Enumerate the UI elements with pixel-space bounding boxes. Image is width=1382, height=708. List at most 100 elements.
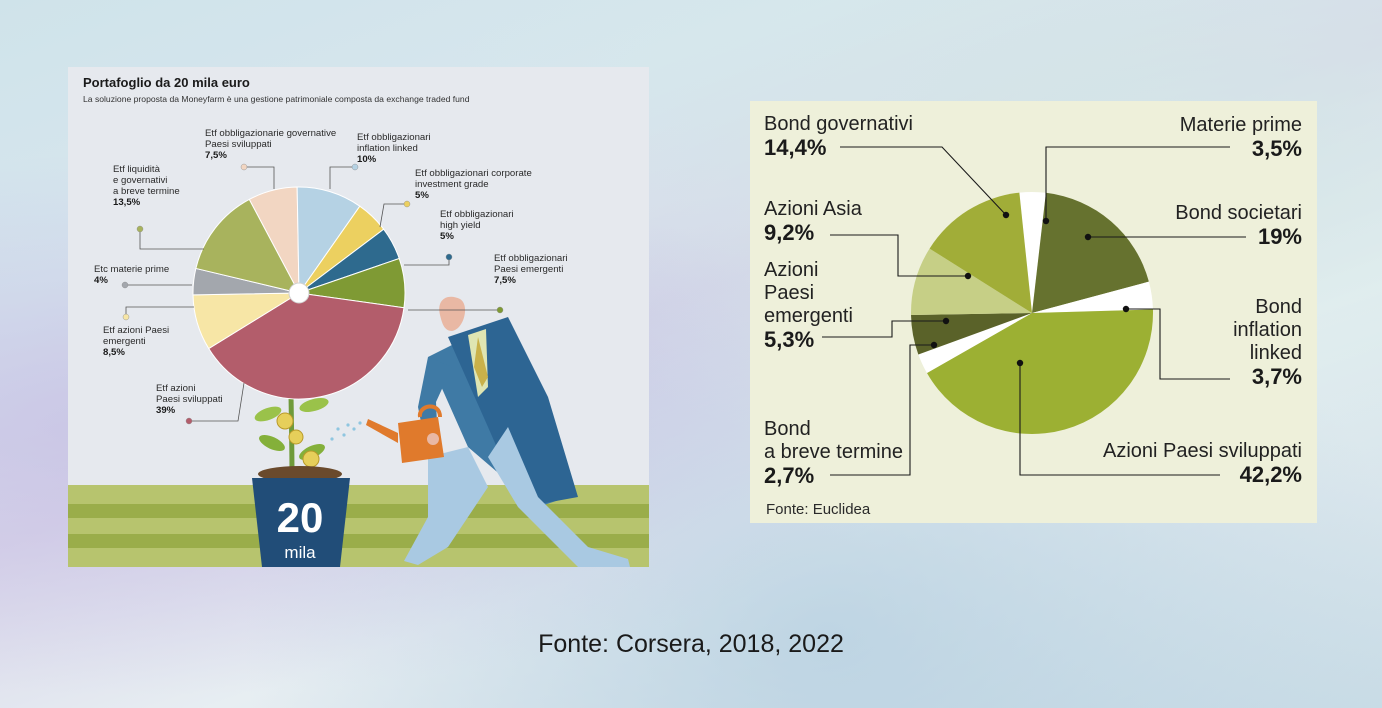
slice-value: 3,5% [1252, 136, 1302, 161]
plant-leaf [254, 406, 282, 422]
plant-leaf [299, 398, 329, 412]
pie-slice [911, 313, 1032, 355]
slice-value: 14,4% [764, 135, 826, 160]
source-note: Fonte: Euclidea [766, 501, 871, 518]
leader-line [379, 203, 407, 228]
slice-label: Etf obbligazionari [357, 132, 431, 143]
slice-label: investment grade [415, 179, 489, 190]
slice-value: 9,2% [764, 220, 814, 245]
pie-slice [1019, 191, 1046, 313]
leader-line [830, 234, 968, 277]
moneyfarm-portfolio-infographic: 20 mila Etf obbligazionarie governative P… [68, 67, 649, 567]
left-chart-svg: 20 mila Etf obbligazionarie governativeP… [68, 75, 649, 567]
leader-line [1126, 308, 1230, 380]
slice-value: 5,3% [764, 327, 814, 352]
slice-value: 42,2% [1240, 462, 1302, 487]
leader-line [822, 320, 946, 338]
slice-label: Bond [764, 418, 811, 440]
slice-value: 7,5% [494, 275, 516, 286]
gardener-illustration [330, 296, 630, 567]
leader-dot [930, 341, 938, 349]
slice-label: emergenti [764, 305, 853, 327]
slice-label: Etf liquidità [113, 164, 161, 175]
right-pie [911, 191, 1154, 435]
slice-label: Azioni [764, 259, 818, 281]
leader-line [830, 344, 934, 476]
slice-value: 19% [1258, 224, 1302, 249]
slice-label: Paesi sviluppati [205, 139, 272, 150]
ground-stripe [68, 504, 649, 518]
slice-label: Etf azioni [156, 383, 195, 394]
leader-dot [445, 253, 453, 261]
plant-leaf [259, 434, 285, 452]
leader-line [1045, 146, 1230, 221]
slice-value: 39% [156, 405, 176, 416]
pie-slice [918, 313, 1032, 374]
slice-value: 3,7% [1252, 364, 1302, 389]
slice-value: 5% [415, 190, 429, 201]
slice-label: Paesi sviluppati [156, 394, 223, 405]
pie-slice [929, 192, 1032, 313]
leader-dot [240, 163, 248, 171]
leader-dot [403, 200, 411, 208]
leader-line [139, 229, 204, 250]
slice-label: Materie prime [1180, 114, 1302, 136]
leader-dot [122, 313, 130, 321]
slice-label: Etf obbligazionarie governative [205, 128, 336, 139]
pie-slice [911, 248, 1032, 316]
slice-value: 7,5% [205, 150, 227, 161]
pie-slice [1032, 192, 1149, 313]
slice-label: Azioni Paesi sviluppati [1103, 440, 1302, 462]
slice-value: 13,5% [113, 197, 141, 208]
slice-label: Bond [1255, 296, 1302, 318]
slice-label: Etc materie prime [94, 264, 169, 275]
coin-icon [276, 412, 294, 430]
pie-slice [195, 198, 300, 294]
leader-line [244, 166, 275, 189]
slice-label: Bond governativi [764, 113, 913, 135]
pot-amount: 20 [277, 494, 324, 541]
leader-line [1019, 363, 1220, 476]
pie-slice [1032, 281, 1153, 313]
pie-slice [926, 309, 1154, 435]
slice-value: 2,7% [764, 463, 814, 488]
leader-dot [496, 306, 504, 314]
slice-label: a breve termine [113, 186, 180, 197]
slice-label: Etf obbligazionari [440, 209, 514, 220]
left-pie [192, 186, 406, 400]
slice-label: Paesi [764, 282, 814, 304]
leader-line [125, 306, 194, 317]
slice-label: Bond societari [1175, 202, 1302, 224]
slice-value: 10% [357, 154, 377, 165]
slice-label: a breve termine [764, 441, 903, 463]
leader-dot [1122, 305, 1130, 313]
leader-dot [121, 281, 129, 289]
leader-dot [136, 225, 144, 233]
pot-amount-unit: mila [284, 543, 316, 562]
slice-label: inflation linked [357, 143, 418, 154]
slice-label: Etf azioni Paesi [103, 325, 169, 336]
slice-value: 4% [94, 275, 108, 286]
pie-center-hole [288, 282, 310, 304]
leader-dot [185, 417, 193, 425]
leader-dot [1016, 359, 1024, 367]
slice-label: e governativi [113, 175, 167, 186]
slice-label: Paesi emergenti [494, 264, 563, 275]
pot [252, 478, 350, 567]
slice-label: Azioni Asia [764, 198, 863, 220]
source-caption: Fonte: Corsera, 2018, 2022 [538, 630, 844, 658]
slice-label: Etf obbligazionari [494, 253, 568, 264]
chart-subtitle: La soluzione proposta da Moneyfarm è una… [83, 94, 470, 104]
coin-icon [302, 450, 320, 468]
slice-label: inflation [1233, 319, 1302, 341]
leader-dot [964, 272, 972, 280]
slice-label: linked [1250, 342, 1302, 364]
leader-line [840, 146, 1007, 216]
leader-dot [942, 317, 950, 325]
leader-dot [1042, 217, 1050, 225]
leader-dot [1084, 233, 1092, 241]
leader-line [189, 382, 245, 422]
